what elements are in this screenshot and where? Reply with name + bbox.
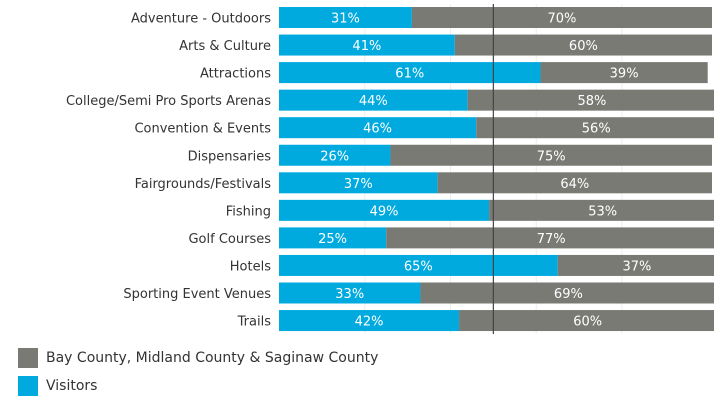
category-label: Trails bbox=[237, 315, 272, 330]
bar-residents bbox=[454, 34, 712, 56]
data-label: 56% bbox=[582, 122, 611, 137]
data-label: 58% bbox=[578, 94, 607, 109]
bar-residents bbox=[411, 7, 712, 28]
legend-label-visitors: Visitors bbox=[46, 378, 98, 394]
data-label: 31% bbox=[331, 12, 360, 27]
data-label: 77% bbox=[537, 232, 566, 247]
category-label: Fairgrounds/Festivals bbox=[135, 177, 272, 192]
data-label: 41% bbox=[352, 39, 381, 54]
legend-item-visitors: Visitors bbox=[18, 376, 97, 396]
data-label: 65% bbox=[404, 259, 433, 274]
bar-residents bbox=[540, 62, 708, 84]
bar-visitors bbox=[279, 199, 490, 221]
data-label: 64% bbox=[560, 177, 589, 192]
category-label: Dispensaries bbox=[188, 149, 272, 164]
bar-visitors bbox=[279, 254, 558, 276]
data-label: 60% bbox=[569, 39, 598, 54]
legend-swatch-residents bbox=[18, 348, 38, 368]
bar-visitors bbox=[279, 7, 412, 28]
data-label: 60% bbox=[573, 315, 602, 330]
legend-swatch-visitors bbox=[18, 376, 38, 396]
bar-visitors bbox=[279, 282, 421, 304]
bar-visitors bbox=[279, 89, 468, 111]
category-label: Arts & Culture bbox=[179, 39, 271, 54]
legend-label-residents: Bay County, Midland County & Saginaw Cou… bbox=[46, 350, 379, 366]
bar-residents bbox=[489, 199, 714, 221]
bar-residents bbox=[467, 89, 714, 111]
category-label: Sporting Event Venues bbox=[123, 287, 271, 302]
bar-residents bbox=[459, 310, 714, 332]
bar-residents bbox=[476, 117, 714, 139]
category-label: Golf Courses bbox=[188, 232, 271, 247]
data-label: 26% bbox=[320, 149, 349, 164]
data-label: 39% bbox=[610, 67, 639, 82]
data-label: 33% bbox=[335, 287, 364, 302]
legend-item-residents: Bay County, Midland County & Saginaw Cou… bbox=[18, 348, 378, 368]
category-label: Adventure - Outdoors bbox=[131, 12, 271, 27]
bar-residents bbox=[386, 227, 714, 249]
bar-visitors bbox=[279, 227, 387, 249]
data-label: 25% bbox=[318, 232, 347, 247]
category-label: Attractions bbox=[200, 67, 271, 82]
bar-visitors bbox=[279, 117, 477, 139]
data-label: 61% bbox=[395, 67, 424, 82]
bar-visitors bbox=[279, 144, 391, 166]
bar-residents bbox=[557, 254, 714, 276]
bar-residents bbox=[390, 144, 712, 166]
category-label: Fishing bbox=[226, 204, 271, 219]
data-label: 69% bbox=[554, 287, 583, 302]
category-label: Hotels bbox=[230, 259, 271, 274]
data-label: 42% bbox=[355, 315, 384, 330]
data-label: 46% bbox=[363, 122, 392, 137]
data-label: 70% bbox=[547, 12, 576, 27]
data-label: 37% bbox=[344, 177, 373, 192]
data-label: 49% bbox=[370, 204, 399, 219]
bar-visitors bbox=[279, 310, 460, 332]
data-label: 37% bbox=[623, 259, 652, 274]
data-label: 75% bbox=[537, 149, 566, 164]
bar-visitors bbox=[279, 172, 438, 194]
bar-visitors bbox=[279, 34, 455, 56]
bar-residents bbox=[437, 172, 712, 194]
stacked-bar-chart: Adventure - Outdoors 31% 70% Arts & Culture… bbox=[66, 4, 714, 334]
data-label: 44% bbox=[359, 94, 388, 109]
data-label: 53% bbox=[588, 204, 617, 219]
category-label: College/Semi Pro Sports Arenas bbox=[66, 94, 271, 109]
bar-visitors bbox=[279, 62, 541, 84]
category-label: Convention & Events bbox=[134, 122, 271, 137]
